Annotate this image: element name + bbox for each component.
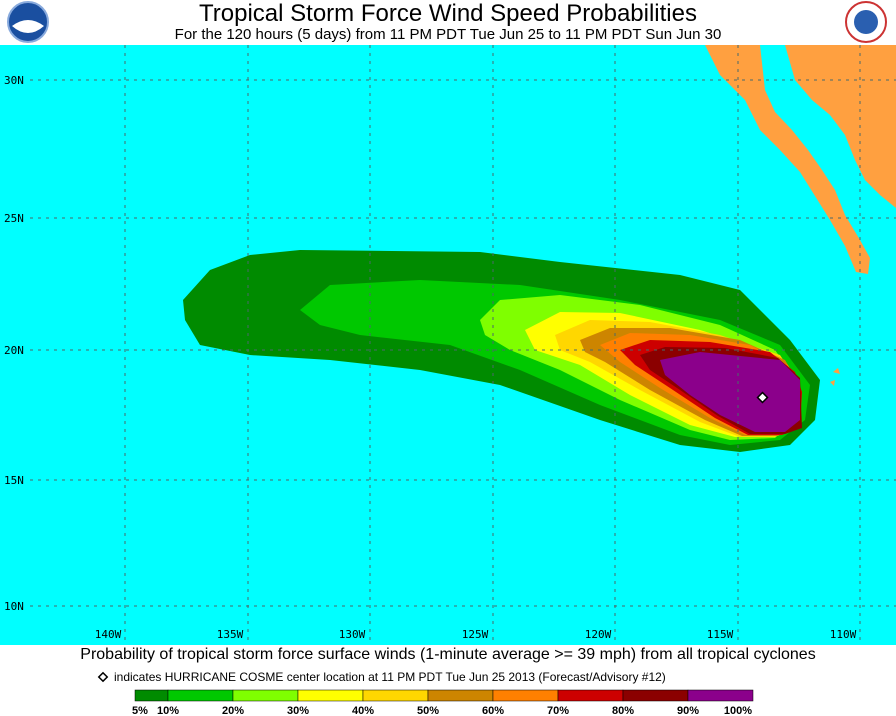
legend-swatch xyxy=(134,689,169,702)
lat-label: 15N xyxy=(4,474,24,487)
contour-90 xyxy=(660,352,800,432)
legend-label: 60% xyxy=(482,705,504,716)
lat-label: 10N xyxy=(4,600,24,613)
legend-swatch xyxy=(167,689,234,702)
baja-peninsula xyxy=(705,45,870,274)
legend-swatch xyxy=(232,689,299,702)
legend-label: 30% xyxy=(287,705,309,716)
legend-label: 40% xyxy=(352,705,374,716)
legend-swatch xyxy=(557,689,624,702)
legend-swatch xyxy=(492,689,559,702)
legend: 5% 10% 20% 30% 40% 50% 60% 70% 80% 90% 100% xyxy=(132,689,754,716)
title: Tropical Storm Force Wind Speed Probabil… xyxy=(199,0,697,27)
legend-label: 50% xyxy=(417,705,439,716)
legend-swatch xyxy=(427,689,494,702)
noaa-logo-bird xyxy=(12,20,44,33)
lat-label: 30N xyxy=(4,74,24,87)
lon-label: 120W xyxy=(585,628,612,641)
subtitle: For the 120 hours (5 days) from 11 PM PD… xyxy=(175,26,722,43)
lon-label: 125W xyxy=(462,628,489,641)
legend-label: 20% xyxy=(222,705,244,716)
lon-label: 130W xyxy=(339,628,366,641)
legend-label: 70% xyxy=(547,705,569,716)
caption: Probability of tropical storm force surf… xyxy=(80,646,815,663)
lon-label: 110W xyxy=(830,628,857,641)
legend-swatch xyxy=(362,689,429,702)
lon-label: 140W xyxy=(95,628,122,641)
nws-logo-center xyxy=(854,10,878,34)
legend-label: 80% xyxy=(612,705,634,716)
lon-label: 115W xyxy=(707,628,734,641)
lon-label: 135W xyxy=(217,628,244,641)
graticule xyxy=(30,45,896,645)
lat-label: 25N xyxy=(4,212,24,225)
probability-contours xyxy=(183,250,820,452)
legend-label: 5% xyxy=(132,705,148,716)
legend-label: 90% xyxy=(677,705,699,716)
legend-label: 10% xyxy=(157,705,179,716)
island xyxy=(833,368,840,374)
note-marker xyxy=(97,671,109,683)
mainland-mexico xyxy=(785,45,896,208)
lat-label: 20N xyxy=(4,344,24,357)
legend-swatch xyxy=(297,689,364,702)
legend-swatch xyxy=(687,689,754,702)
storm-note: indicates HURRICANE COSME center locatio… xyxy=(114,670,666,684)
legend-label: 100% xyxy=(724,705,752,716)
legend-swatch xyxy=(622,689,689,702)
island xyxy=(830,380,835,386)
storm-center-marker xyxy=(756,391,769,404)
header-band xyxy=(0,0,896,45)
